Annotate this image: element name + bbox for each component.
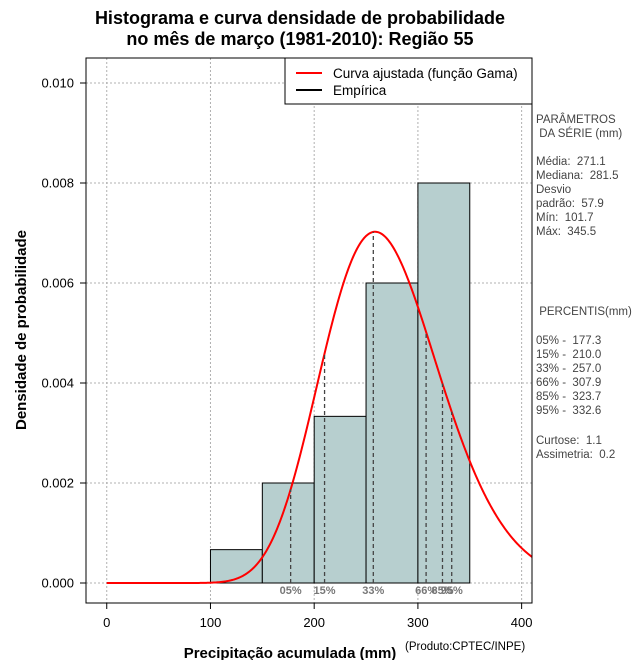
legend-label-1: Curva ajustada (função Gama) [333,66,518,81]
percentil-15: 15% - 210.0 [536,349,602,361]
x-tick-label-300: 300 [407,615,429,630]
stat-media: Média: 271.1 [536,156,606,168]
legend: Curva ajustada (função Gama) Empírica [284,57,533,105]
legend-label-2: Empírica [333,83,387,98]
y-tick-label-0.002: 0.002 [41,476,74,491]
stat-curtose: Curtose: 1.1 [536,435,602,447]
legend-box [284,57,533,105]
histogram-bar-2 [261,482,315,584]
percentile-label-66%: 66% [415,585,437,597]
percentis-heading: PERCENTIS(mm) [536,306,632,318]
stat-mediana: Mediana: 281.5 [536,170,619,182]
y-tick-label-0.000: 0.000 [41,576,74,591]
chart-title-line1: Histograma e curva densidade de probabil… [94,8,506,28]
stats-heading-2: DA SÉRIE (mm) [536,128,623,140]
stat-max: Máx: 345.5 [536,226,597,238]
percentil-85: 85% - 323.7 [536,391,602,403]
percentil-66: 66% - 307.9 [536,377,602,389]
density-curve [106,230,532,584]
percentile-label-95%: 95% [441,585,463,597]
y-tick-label-0.004: 0.004 [41,376,74,391]
percentil-33: 33% - 257.0 [536,363,602,375]
percentile-label-15%: 15% [314,585,336,597]
stats-heading-1: PARÂMETROS [536,114,616,126]
y-axis-label: Densidade de probabilidade [13,230,30,430]
percentil-95: 95% - 332.6 [536,405,602,417]
stat-assimetria: Assimetria: 0.2 [536,449,616,461]
histogram-bar-3 [313,415,367,584]
percentile-label-33%: 33% [362,585,384,597]
percentil-05: 05% - 177.3 [536,335,602,347]
stat-desvio-label: Desvio [536,184,572,196]
stat-desvio-value: padrão: 57.9 [536,198,604,210]
product-credit: (Produto:CPTEC/INPE) [405,641,526,653]
stat-min: Mín: 101.7 [536,212,594,224]
x-tick-label-100: 100 [200,615,222,630]
percentile-label-85%: 85% [431,585,453,597]
y-tick-label-0.010: 0.010 [41,76,74,91]
y-tick-label-0.006: 0.006 [41,276,74,291]
percentile-label-05%: 05% [280,585,302,597]
x-axis-label: Precipitação acumulada (mm) [184,645,397,660]
y-tick-label-0.008: 0.008 [41,176,74,191]
chart-title-line2: no mês de março (1981-2010): Região 55 [126,29,474,49]
x-tick-label-400: 400 [511,615,533,630]
x-tick-label-200: 200 [303,615,325,630]
histogram-bar-4 [365,282,419,584]
x-tick-label-0: 0 [103,615,110,630]
